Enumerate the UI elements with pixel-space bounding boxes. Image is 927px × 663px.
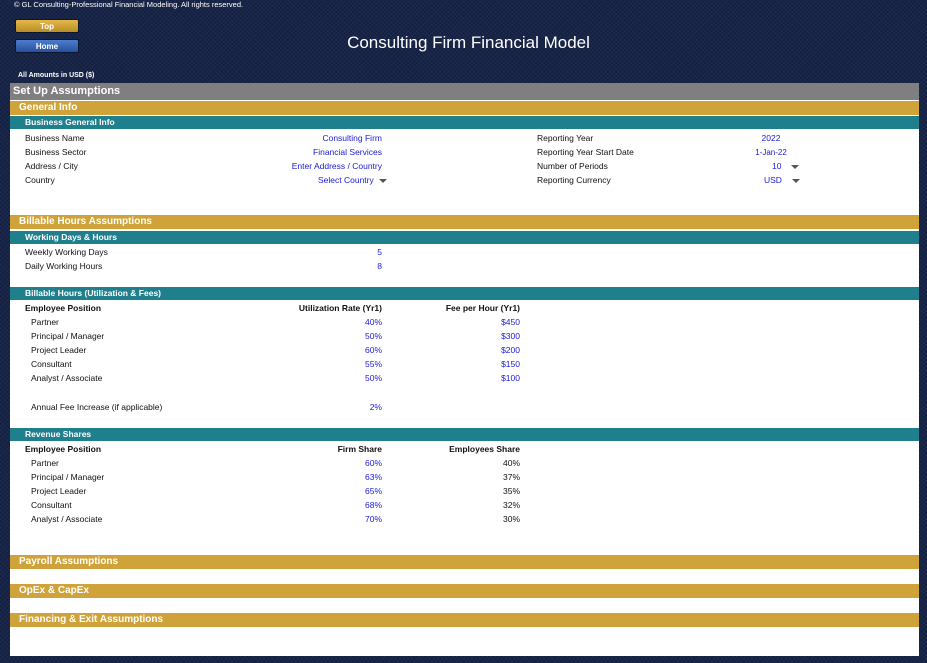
table-row-firm-share[interactable]: 70% — [364, 514, 382, 524]
currency-select[interactable]: USD — [764, 175, 800, 186]
business-sector-value[interactable]: Financial Services — [313, 147, 382, 157]
billable-hours-header: Billable Hours Assumptions — [10, 215, 919, 229]
chevron-down-icon[interactable] — [791, 164, 800, 169]
fee-increase-label: Annual Fee Increase (if applicable) — [31, 402, 163, 412]
table-row-fee[interactable]: $150 — [501, 359, 520, 369]
revenue-shares-header: Revenue Shares — [10, 428, 919, 441]
table-row-employees-share: 35% — [502, 486, 520, 496]
table-row-position: Partner — [31, 458, 59, 468]
working-days-header: Working Days & Hours — [10, 231, 919, 244]
start-date-label: Reporting Year Start Date — [537, 147, 634, 157]
copyright-text: © GL Consulting-Professional Financial M… — [14, 0, 244, 9]
daily-hours-value[interactable]: 8 — [377, 261, 382, 271]
periods-select[interactable]: 10 — [772, 161, 800, 172]
table-row-position: Project Leader — [31, 345, 87, 355]
table-row-employees-share: 40% — [502, 458, 520, 468]
currency-label: Reporting Currency — [537, 175, 611, 185]
amounts-note: All Amounts in USD ($) — [18, 72, 95, 79]
page-title: Consulting Firm Financial Model — [347, 33, 590, 52]
address-value[interactable]: Enter Address / Country — [291, 161, 382, 171]
table-row-firm-share[interactable]: 65% — [364, 486, 382, 496]
col-employee-position: Employee Position — [25, 444, 102, 454]
table-row-employees-share: 32% — [502, 500, 520, 510]
reporting-year-label: Reporting Year — [537, 133, 594, 143]
table-row-firm-share[interactable]: 63% — [364, 472, 382, 482]
top-button[interactable]: Top — [15, 19, 79, 33]
col-employee-position: Employee Position — [25, 303, 102, 313]
business-info-header: Business General Info — [10, 116, 919, 129]
table-row-util[interactable]: 50% — [364, 331, 382, 341]
table-row-position: Principal / Manager — [31, 331, 105, 341]
business-sector-label: Business Sector — [25, 147, 87, 157]
table-row-position: Analyst / Associate — [31, 373, 103, 383]
business-name-value[interactable]: Consulting Firm — [322, 133, 382, 143]
table-row-fee[interactable]: $450 — [501, 317, 520, 327]
currency-value: USD — [764, 175, 782, 185]
table-row-employees-share: 37% — [502, 472, 520, 482]
table-row-employees-share: 30% — [502, 514, 520, 524]
table-row-position: Consultant — [31, 500, 72, 510]
reporting-year-value[interactable]: 2022 — [761, 133, 781, 143]
table-row-position: Partner — [31, 317, 59, 327]
table-row-util[interactable]: 55% — [364, 359, 382, 369]
utilization-header: Billable Hours (Utilization & Fees) — [10, 287, 919, 300]
periods-value: 10 — [772, 161, 782, 171]
table-row-firm-share[interactable]: 60% — [364, 458, 382, 468]
table-row-util[interactable]: 50% — [364, 373, 382, 383]
col-utilization-rate: Utilization Rate (Yr1) — [298, 303, 382, 313]
daily-hours-label: Daily Working Hours — [25, 261, 103, 271]
home-button[interactable]: Home — [15, 39, 79, 53]
col-firm-share: Firm Share — [337, 444, 382, 454]
address-label: Address / City — [25, 161, 78, 171]
fee-increase-value[interactable]: 2% — [369, 402, 382, 412]
chevron-down-icon[interactable] — [378, 178, 387, 183]
weekly-days-value[interactable]: 5 — [377, 247, 382, 257]
general-info-header: General Info — [10, 101, 919, 115]
periods-label: Number of Periods — [537, 161, 608, 171]
financing-exit-header[interactable]: Financing & Exit Assumptions — [10, 613, 919, 627]
table-row-fee[interactable]: $200 — [501, 345, 520, 355]
setup-header: Set Up Assumptions — [10, 83, 919, 100]
table-row-position: Consultant — [31, 359, 72, 369]
table-row-util[interactable]: 40% — [364, 317, 382, 327]
opex-capex-header[interactable]: OpEx & CapEx — [10, 584, 919, 598]
payroll-header[interactable]: Payroll Assumptions — [10, 555, 919, 569]
table-row-position: Principal / Manager — [31, 472, 105, 482]
assumptions-sheet: Set Up Assumptions General Info Business… — [10, 83, 919, 656]
col-fee-per-hour: Fee per Hour (Yr1) — [445, 303, 520, 313]
table-row-fee[interactable]: $100 — [501, 373, 520, 383]
table-row-position: Analyst / Associate — [31, 514, 103, 524]
weekly-days-label: Weekly Working Days — [25, 247, 108, 257]
col-employees-share: Employees Share — [449, 444, 520, 454]
start-date-value[interactable]: 1-Jan-22 — [755, 148, 787, 157]
country-label: Country — [25, 175, 55, 185]
table-row-util[interactable]: 60% — [364, 345, 382, 355]
table-row-firm-share[interactable]: 68% — [364, 500, 382, 510]
business-name-label: Business Name — [25, 133, 85, 143]
chevron-down-icon[interactable] — [791, 178, 800, 183]
table-row-fee[interactable]: $300 — [501, 331, 520, 341]
country-select[interactable]: Select Country — [318, 175, 387, 186]
country-value: Select Country — [318, 175, 374, 185]
table-row-position: Project Leader — [31, 486, 87, 496]
